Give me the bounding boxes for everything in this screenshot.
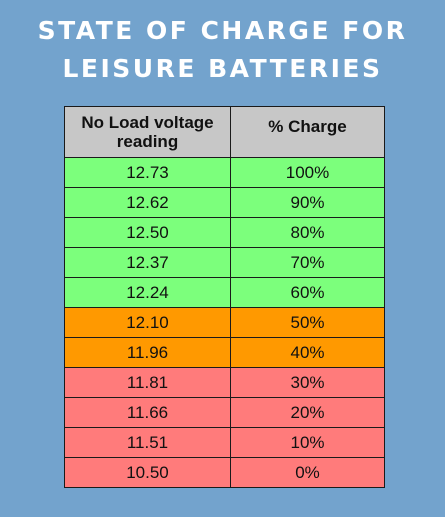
header-charge: % Charge — [230, 106, 385, 158]
table-row: 12.24 60% — [64, 277, 385, 308]
voltage-cell: 11.96 — [64, 337, 231, 368]
voltage-cell: 12.24 — [64, 277, 231, 308]
title-line-1: STATE OF CHARGE FOR — [37, 16, 408, 45]
charge-cell: 60% — [230, 277, 385, 308]
voltage-cell: 12.50 — [64, 217, 231, 248]
charge-cell: 50% — [230, 307, 385, 338]
table-row: 12.10 50% — [64, 307, 385, 338]
voltage-cell: 12.37 — [64, 247, 231, 278]
voltage-cell: 12.73 — [64, 157, 231, 188]
voltage-cell: 12.10 — [64, 307, 231, 338]
charge-cell: 10% — [230, 427, 385, 458]
charge-cell: 90% — [230, 187, 385, 218]
table-row: 11.81 30% — [64, 367, 385, 398]
charge-cell: 40% — [230, 337, 385, 368]
voltage-cell: 11.66 — [64, 397, 231, 428]
charge-cell: 100% — [230, 157, 385, 188]
charge-cell: 0% — [230, 457, 385, 488]
voltage-cell: 12.62 — [64, 187, 231, 218]
page-title: STATE OF CHARGE FOR LEISURE BATTERIES — [0, 12, 445, 88]
voltage-cell: 11.81 — [64, 367, 231, 398]
table-row: 12.73 100% — [64, 157, 385, 188]
table-row: 10.50 0% — [64, 457, 385, 488]
table-row: 11.66 20% — [64, 397, 385, 428]
state-of-charge-table: No Load voltage reading % Charge 12.73 10… — [64, 106, 385, 488]
charge-cell: 80% — [230, 217, 385, 248]
table-row: 12.62 90% — [64, 187, 385, 218]
charge-cell: 70% — [230, 247, 385, 278]
table-row: 12.37 70% — [64, 247, 385, 278]
voltage-cell: 11.51 — [64, 427, 231, 458]
table-header-row: No Load voltage reading % Charge — [64, 106, 385, 158]
table-body: 12.73 100% 12.62 90% 12.50 80% 12.37 70% 12.24 60… — [64, 157, 385, 488]
charge-cell: 30% — [230, 367, 385, 398]
table-row: 11.51 10% — [64, 427, 385, 458]
voltage-cell: 10.50 — [64, 457, 231, 488]
header-voltage: No Load voltage reading — [64, 106, 231, 158]
charge-cell: 20% — [230, 397, 385, 428]
table-row: 11.96 40% — [64, 337, 385, 368]
title-line-2: LEISURE BATTERIES — [62, 54, 383, 83]
table-row: 12.50 80% — [64, 217, 385, 248]
